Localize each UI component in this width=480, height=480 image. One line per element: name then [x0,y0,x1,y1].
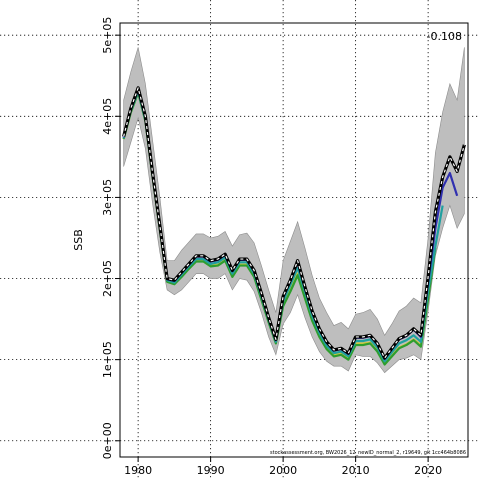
mohn-rho-annotation: -0.108 [427,30,462,43]
estimate-line-dash [123,87,465,359]
x-tick-label-1990: 1990 [197,464,225,477]
y-tick-label-4: 4e+05 [101,98,114,135]
x-tick-label-1980: 1980 [124,464,152,477]
y-tick-label-3: 3e+05 [101,179,114,216]
y-tick-label-1: 1e+05 [101,341,114,378]
confidence-band [123,47,465,374]
x-tick-label-2010: 2010 [342,464,370,477]
y-axis-title: SSB [72,229,85,251]
estimate-line [122,86,466,360]
y-tick-label-2: 2e+05 [101,260,114,297]
x-tick-label-2000: 2000 [269,464,297,477]
confidence-band-area [123,47,465,374]
y-tick-label-5: 5e+05 [101,17,114,54]
y-tick-label-0: 0e+00 [101,422,114,459]
footnote-text: stockassessment.org, BW2026_12_newID_nor… [270,450,466,456]
plot-frame [119,22,469,458]
axes: 1980 1990 2000 2010 2020 0e+00 1e+05 2e+05 3e+05… [101,17,442,477]
x-tick-label-2020: 2020 [414,464,442,477]
